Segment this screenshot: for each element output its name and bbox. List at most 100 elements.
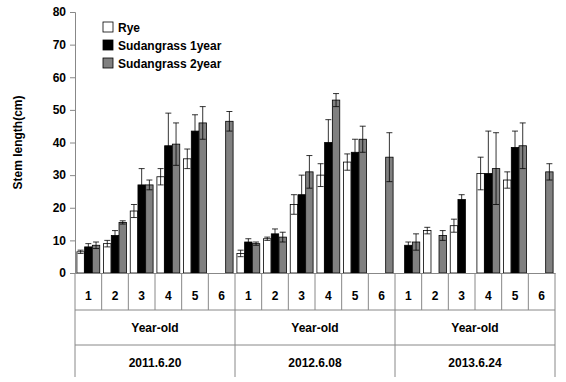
- table-divider: [155, 273, 156, 310]
- error-cap: [478, 157, 484, 158]
- error-stem: [389, 133, 390, 182]
- error-bar: [504, 172, 510, 188]
- error-cap: [272, 238, 278, 239]
- y-tick: 0: [59, 266, 75, 280]
- error-bar: [424, 227, 430, 234]
- error-bar: [413, 234, 419, 250]
- error-cap: [493, 204, 499, 205]
- error-cap: [245, 238, 251, 239]
- error-cap: [504, 171, 510, 172]
- table-divider: [421, 273, 422, 310]
- table-divider: [101, 273, 102, 310]
- error-stem: [480, 157, 481, 190]
- bar: [271, 234, 278, 273]
- category-table: [75, 273, 555, 377]
- error-cap: [165, 178, 171, 179]
- error-stem: [282, 232, 283, 242]
- error-cap: [165, 113, 171, 114]
- error-stem: [442, 231, 443, 241]
- error-cap: [405, 242, 411, 243]
- y-tick-label: 40: [53, 136, 67, 150]
- bar: [405, 245, 412, 273]
- error-bar: [158, 169, 164, 185]
- error-bar: [272, 229, 278, 239]
- error-cap: [413, 250, 419, 251]
- error-cap: [405, 248, 411, 249]
- x-tick: 5: [352, 289, 359, 303]
- x-tick-label: 5: [192, 289, 199, 303]
- error-cap: [306, 155, 312, 156]
- error-bar: [264, 237, 270, 240]
- error-bar: [78, 250, 84, 253]
- error-cap: [192, 114, 198, 115]
- error-cap: [299, 175, 305, 176]
- error-stem: [355, 139, 356, 165]
- x-tick-label: 4: [325, 289, 332, 303]
- error-cap: [318, 186, 324, 187]
- error-stem: [256, 242, 257, 245]
- y-tick: 30: [53, 168, 75, 182]
- error-stem: [522, 123, 523, 169]
- x-tick-label: 3: [458, 289, 465, 303]
- error-cap: [424, 233, 430, 234]
- legend-swatch: [103, 22, 113, 32]
- legend-label: Sudangrass 2year: [118, 57, 222, 71]
- error-cap: [139, 168, 145, 169]
- table-divider: [555, 273, 556, 377]
- error-bar: [493, 133, 499, 205]
- legend-item: Sudangrass 1year: [103, 39, 222, 53]
- error-stem: [240, 250, 241, 257]
- table-divider: [261, 273, 262, 310]
- bar: [130, 211, 137, 273]
- error-cap: [139, 201, 145, 202]
- error-stem: [122, 221, 123, 224]
- bar: [424, 231, 431, 273]
- error-stem: [107, 240, 108, 247]
- error-cap: [493, 132, 499, 133]
- bar: [119, 222, 126, 273]
- error-cap: [386, 132, 392, 133]
- bar: [504, 180, 511, 273]
- y-tick-label: 80: [53, 5, 67, 19]
- bar: [199, 123, 206, 273]
- error-cap: [104, 246, 110, 247]
- x-tick-label: 6: [538, 289, 545, 303]
- x-tick: 5: [192, 289, 199, 303]
- error-cap: [93, 248, 99, 249]
- error-cap: [131, 204, 137, 205]
- y-tick-mark: [70, 143, 75, 144]
- x-tick: 6: [378, 289, 385, 303]
- error-bar: [280, 232, 286, 242]
- error-bar: [104, 240, 110, 247]
- bar: [77, 252, 84, 273]
- y-tick-mark: [70, 12, 75, 13]
- table-divider: [181, 273, 182, 310]
- error-stem: [336, 94, 337, 107]
- error-stem: [229, 112, 230, 132]
- error-cap: [158, 168, 164, 169]
- error-cap: [78, 250, 84, 251]
- bar: [279, 237, 286, 273]
- x-tick-label: 3: [298, 289, 305, 303]
- table-divider: [315, 273, 316, 310]
- bar: [511, 147, 518, 273]
- group-label: 2012.6.08: [288, 356, 342, 370]
- error-cap: [280, 232, 286, 233]
- bar: [245, 242, 252, 273]
- x-tick: 3: [138, 289, 145, 303]
- plot-area: [77, 94, 553, 273]
- x-tick: 2: [112, 289, 119, 303]
- error-stem: [488, 131, 489, 216]
- error-cap: [238, 250, 244, 251]
- table-divider: [475, 273, 476, 310]
- error-cap: [253, 242, 259, 243]
- error-cap: [478, 189, 484, 190]
- error-stem: [427, 227, 428, 234]
- y-tick: 60: [53, 71, 75, 85]
- error-stem: [549, 164, 550, 180]
- error-stem: [515, 131, 516, 164]
- error-stem: [507, 172, 508, 188]
- x-tick-label: 1: [405, 289, 412, 303]
- error-bar: [112, 231, 118, 241]
- error-bar: [485, 131, 491, 216]
